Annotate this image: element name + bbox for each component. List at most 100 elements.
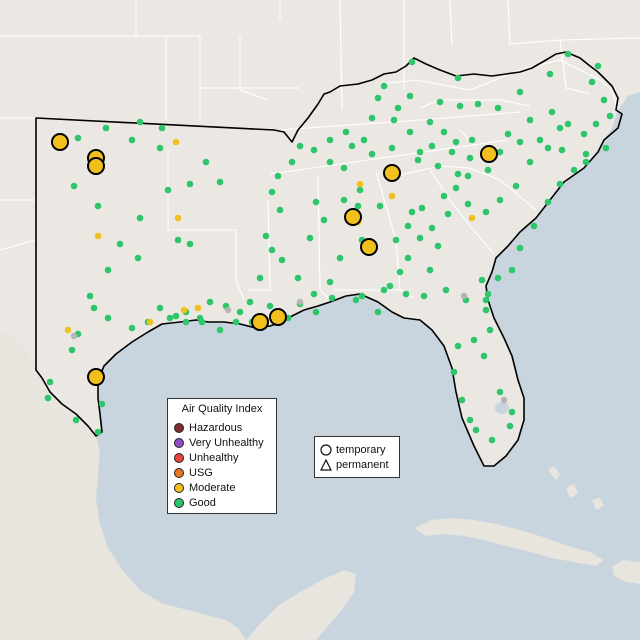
moderate-temporary-station-marker[interactable] <box>344 208 362 226</box>
good-station-marker[interactable] <box>472 426 480 434</box>
good-station-marker[interactable] <box>466 416 474 424</box>
good-station-marker[interactable] <box>416 148 424 156</box>
good-station-marker[interactable] <box>530 222 538 230</box>
good-station-marker[interactable] <box>482 296 490 304</box>
good-station-marker[interactable] <box>602 144 610 152</box>
good-station-marker[interactable] <box>68 346 76 354</box>
no-data-station-marker[interactable] <box>296 298 304 306</box>
good-station-marker[interactable] <box>320 216 328 224</box>
good-station-marker[interactable] <box>486 326 494 334</box>
good-station-marker[interactable] <box>182 318 190 326</box>
good-station-marker[interactable] <box>482 208 490 216</box>
good-station-marker[interactable] <box>90 304 98 312</box>
good-station-marker[interactable] <box>374 308 382 316</box>
good-station-marker[interactable] <box>296 142 304 150</box>
moderate-station-marker[interactable] <box>388 192 396 200</box>
good-station-marker[interactable] <box>256 274 264 282</box>
good-station-marker[interactable] <box>340 164 348 172</box>
good-station-marker[interactable] <box>582 158 590 166</box>
moderate-station-marker[interactable] <box>356 180 364 188</box>
good-station-marker[interactable] <box>312 198 320 206</box>
good-station-marker[interactable] <box>496 388 504 396</box>
good-station-marker[interactable] <box>276 206 284 214</box>
good-station-marker[interactable] <box>72 416 80 424</box>
moderate-temporary-station-marker[interactable] <box>269 308 287 326</box>
good-station-marker[interactable] <box>496 196 504 204</box>
good-station-marker[interactable] <box>306 234 314 242</box>
moderate-temporary-station-marker[interactable] <box>251 313 269 331</box>
good-station-marker[interactable] <box>544 198 552 206</box>
moderate-station-marker[interactable] <box>180 306 188 314</box>
good-station-marker[interactable] <box>450 368 458 376</box>
good-station-marker[interactable] <box>266 302 274 310</box>
good-station-marker[interactable] <box>274 172 282 180</box>
good-station-marker[interactable] <box>166 314 174 322</box>
good-station-marker[interactable] <box>544 144 552 152</box>
good-station-marker[interactable] <box>134 254 142 262</box>
good-station-marker[interactable] <box>326 136 334 144</box>
good-station-marker[interactable] <box>470 336 478 344</box>
good-station-marker[interactable] <box>326 278 334 286</box>
good-station-marker[interactable] <box>408 58 416 66</box>
good-station-marker[interactable] <box>128 136 136 144</box>
good-station-marker[interactable] <box>506 422 514 430</box>
good-station-marker[interactable] <box>336 254 344 262</box>
good-station-marker[interactable] <box>340 196 348 204</box>
good-station-marker[interactable] <box>278 256 286 264</box>
good-station-marker[interactable] <box>564 50 572 58</box>
good-station-marker[interactable] <box>402 290 410 298</box>
good-station-marker[interactable] <box>404 254 412 262</box>
good-station-marker[interactable] <box>480 352 488 360</box>
moderate-station-marker[interactable] <box>174 214 182 222</box>
good-station-marker[interactable] <box>310 146 318 154</box>
good-station-marker[interactable] <box>310 290 318 298</box>
good-station-marker[interactable] <box>406 92 414 100</box>
good-station-marker[interactable] <box>312 308 320 316</box>
good-station-marker[interactable] <box>508 266 516 274</box>
good-station-marker[interactable] <box>494 274 502 282</box>
good-station-marker[interactable] <box>392 236 400 244</box>
moderate-station-marker[interactable] <box>94 232 102 240</box>
good-station-marker[interactable] <box>380 286 388 294</box>
good-station-marker[interactable] <box>594 62 602 70</box>
good-station-marker[interactable] <box>582 150 590 158</box>
good-station-marker[interactable] <box>426 266 434 274</box>
good-station-marker[interactable] <box>458 396 466 404</box>
good-station-marker[interactable] <box>374 94 382 102</box>
good-station-marker[interactable] <box>448 148 456 156</box>
good-station-marker[interactable] <box>288 158 296 166</box>
moderate-temporary-station-marker[interactable] <box>51 133 69 151</box>
good-station-marker[interactable] <box>386 282 394 290</box>
moderate-station-marker[interactable] <box>172 138 180 146</box>
good-station-marker[interactable] <box>408 208 416 216</box>
good-station-marker[interactable] <box>428 224 436 232</box>
good-station-marker[interactable] <box>516 138 524 146</box>
good-station-marker[interactable] <box>104 266 112 274</box>
good-station-marker[interactable] <box>406 128 414 136</box>
good-station-marker[interactable] <box>478 276 486 284</box>
good-station-marker[interactable] <box>356 186 364 194</box>
good-station-marker[interactable] <box>352 296 360 304</box>
good-station-marker[interactable] <box>396 268 404 276</box>
good-station-marker[interactable] <box>454 74 462 82</box>
good-station-marker[interactable] <box>360 136 368 144</box>
good-station-marker[interactable] <box>404 222 412 230</box>
good-station-marker[interactable] <box>496 148 504 156</box>
good-station-marker[interactable] <box>434 162 442 170</box>
good-station-marker[interactable] <box>268 188 276 196</box>
good-station-marker[interactable] <box>482 306 490 314</box>
moderate-station-marker[interactable] <box>194 304 202 312</box>
good-station-marker[interactable] <box>484 166 492 174</box>
good-station-marker[interactable] <box>186 180 194 188</box>
good-station-marker[interactable] <box>102 124 110 132</box>
good-station-marker[interactable] <box>420 292 428 300</box>
good-station-marker[interactable] <box>440 128 448 136</box>
good-station-marker[interactable] <box>198 318 206 326</box>
good-station-marker[interactable] <box>454 342 462 350</box>
good-station-marker[interactable] <box>428 142 436 150</box>
good-station-marker[interactable] <box>516 88 524 96</box>
good-station-marker[interactable] <box>512 182 520 190</box>
moderate-station-marker[interactable] <box>468 214 476 222</box>
good-station-marker[interactable] <box>358 292 366 300</box>
